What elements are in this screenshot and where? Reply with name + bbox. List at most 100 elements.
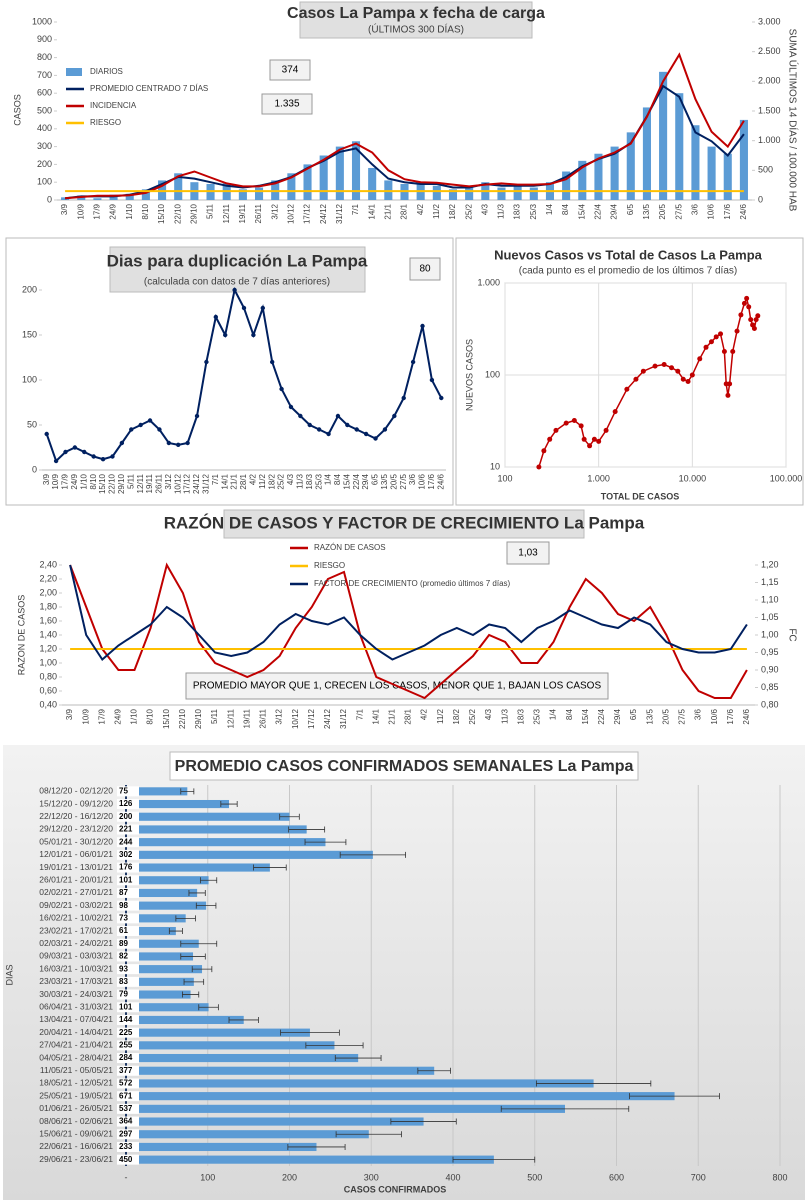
error-bar — [305, 1042, 364, 1049]
value-label: 61 — [119, 926, 128, 935]
bar — [126, 787, 188, 796]
bar — [126, 850, 373, 859]
value-label-box — [117, 1116, 139, 1127]
x-tick-label: 13/5 — [380, 473, 389, 489]
legend-label: PROMEDIO CENTRADO 7 DÍAS — [90, 84, 208, 93]
bar — [126, 1015, 244, 1025]
x-tick-label: 25/2 — [464, 203, 473, 219]
x-tick-label: 10/6 — [710, 708, 719, 724]
x-tick-label: 13/5 — [645, 708, 654, 724]
x-tick-label: 3/9 — [42, 473, 51, 485]
point — [755, 313, 761, 319]
y-tick-label: 1,40 — [39, 629, 57, 639]
y-tick-label: 12/01/21 - 06/01/21 — [39, 849, 113, 859]
y-tick-label: 200 — [37, 159, 52, 169]
x-tick-label: 10/12 — [291, 708, 300, 729]
x-tick-label: 22/4 — [594, 203, 603, 219]
x-tick-label: 22/4 — [597, 708, 606, 724]
point — [725, 392, 731, 398]
y2-tick-label: 1,00 — [761, 629, 779, 639]
y2-tick-label: 0,90 — [761, 664, 779, 674]
x-tick-label: 15/4 — [581, 708, 590, 724]
y2-tick-label: 1.500 — [758, 105, 781, 115]
annotation-box — [409, 257, 441, 281]
y-tick-label: 15/12/20 - 09/12/20 — [39, 798, 113, 808]
bar — [126, 825, 307, 834]
value-label: 537 — [119, 1104, 133, 1113]
x-tick-label: 29/4 — [610, 203, 619, 219]
point — [685, 378, 691, 384]
bar — [497, 187, 506, 200]
x-tick-label: 300 — [364, 1172, 379, 1182]
y-tick-label: 100 — [22, 374, 37, 384]
x-tick-label: 21/1 — [383, 203, 392, 219]
point — [624, 386, 630, 392]
x-tick-label: 29/4 — [613, 708, 622, 724]
y-tick-label: 800 — [37, 52, 52, 62]
x-tick-label: 1/10 — [79, 473, 88, 489]
y-tick-label: 20/04/21 - 14/04/21 — [39, 1027, 113, 1037]
x-tick-label: 200 — [282, 1172, 297, 1182]
bar — [723, 153, 732, 200]
y-tick-label: 15/06/21 - 09/06/21 — [39, 1129, 113, 1139]
x-tick-label: 27/5 — [399, 473, 408, 489]
y-axis-label: DIAS — [4, 964, 14, 985]
error-bar — [220, 801, 238, 808]
point — [703, 344, 709, 350]
series-line — [65, 52, 745, 200]
y2-tick-label: 1,20 — [761, 559, 779, 569]
bar — [126, 977, 194, 986]
x-tick-label: 28/1 — [400, 203, 409, 219]
point — [669, 365, 675, 371]
x-tick-label: 8/10 — [146, 708, 155, 724]
x-tick-label: 15/10 — [162, 708, 171, 729]
point — [326, 431, 331, 437]
y-tick-label: 1,20 — [39, 643, 57, 653]
x-tick-label: 17/9 — [93, 203, 102, 219]
x-tick-label: 4/3 — [286, 473, 295, 485]
x-tick-label: 11/2 — [432, 203, 441, 219]
bar — [432, 185, 441, 200]
x-tick-label: 18/3 — [513, 203, 522, 219]
y-tick-label: 08/12/20 - 02/12/20 — [39, 786, 113, 796]
x-tick-label: 18/2 — [448, 203, 457, 219]
bar — [448, 189, 458, 200]
value-label: 87 — [119, 888, 128, 897]
y-tick-label: 150 — [22, 329, 37, 339]
y-axis-label: RAZON DE CASOS — [16, 595, 26, 676]
y-tick-label: 1,80 — [39, 601, 57, 611]
x-tick-label: 24/12 — [192, 473, 201, 494]
value-label-box — [117, 849, 139, 860]
bar — [126, 1117, 424, 1126]
bar — [126, 863, 270, 872]
point — [119, 440, 125, 446]
y-tick-label: 08/06/21 - 02/06/21 — [39, 1116, 113, 1126]
y2-tick-label: 2.500 — [758, 46, 781, 56]
y-tick-label: 23/03/21 - 17/03/21 — [39, 976, 113, 986]
point — [751, 326, 757, 332]
value-label-box — [117, 811, 139, 822]
x-tick-label: 18/2 — [452, 708, 461, 724]
y-tick-label: 200 — [22, 284, 37, 294]
point — [612, 409, 618, 415]
point — [223, 332, 228, 338]
x-tick-label: 8/4 — [561, 203, 570, 215]
point — [53, 458, 59, 464]
y-tick-label: 13/04/21 - 07/04/21 — [39, 1014, 113, 1024]
y-tick-label: 05/01/21 - 30/12/20 — [39, 836, 113, 846]
bar — [238, 189, 247, 200]
point — [553, 427, 559, 433]
x-tick-label: 6/5 — [629, 708, 638, 720]
value-label-box — [117, 887, 139, 898]
y-tick-label: 1,00 — [39, 657, 57, 667]
annotation: 80 — [419, 264, 431, 275]
x-tick-label: 700 — [691, 1172, 706, 1182]
x-tick-label: 14/1 — [371, 708, 380, 724]
x-tick-label: 1/4 — [549, 708, 558, 720]
error-bar — [180, 953, 206, 960]
point — [298, 413, 303, 419]
bar — [125, 193, 134, 200]
point — [82, 449, 87, 455]
x-tick-label: 19/11 — [242, 708, 251, 728]
